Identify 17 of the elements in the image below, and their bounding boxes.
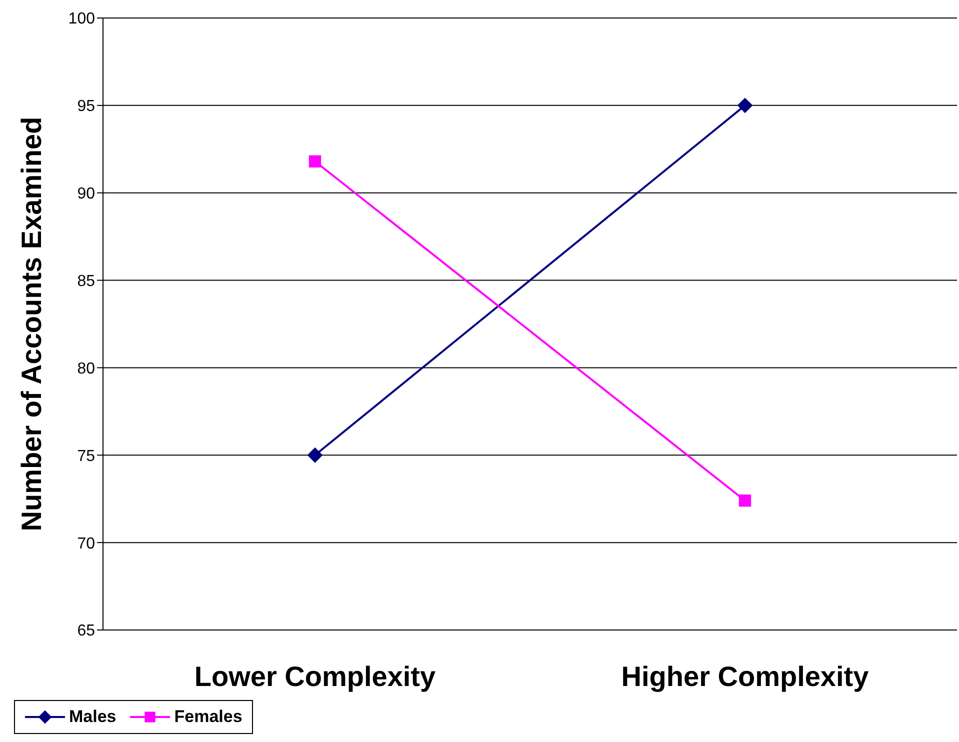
y-tick-label: 80: [77, 360, 96, 378]
point: [308, 155, 322, 168]
point: [308, 448, 322, 463]
y-tick-label: 90: [77, 186, 96, 203]
y-tick-label: 85: [77, 272, 96, 290]
y-tick-label: 95: [77, 98, 96, 116]
y-tick-label: 75: [77, 448, 96, 465]
point: [738, 98, 752, 113]
legend-label: Females: [174, 707, 242, 727]
y-axis-title: Number of Accounts Examined: [16, 116, 47, 532]
point: [738, 494, 752, 507]
x-tick-label: Higher Complexity: [621, 660, 870, 692]
legend-label: Males: [69, 707, 116, 727]
x-tick-label: Lower Complexity: [194, 660, 436, 692]
y-tick-label: 70: [77, 535, 96, 552]
y-tick-label: 100: [68, 10, 96, 28]
y-tick-label: 65: [77, 622, 96, 640]
